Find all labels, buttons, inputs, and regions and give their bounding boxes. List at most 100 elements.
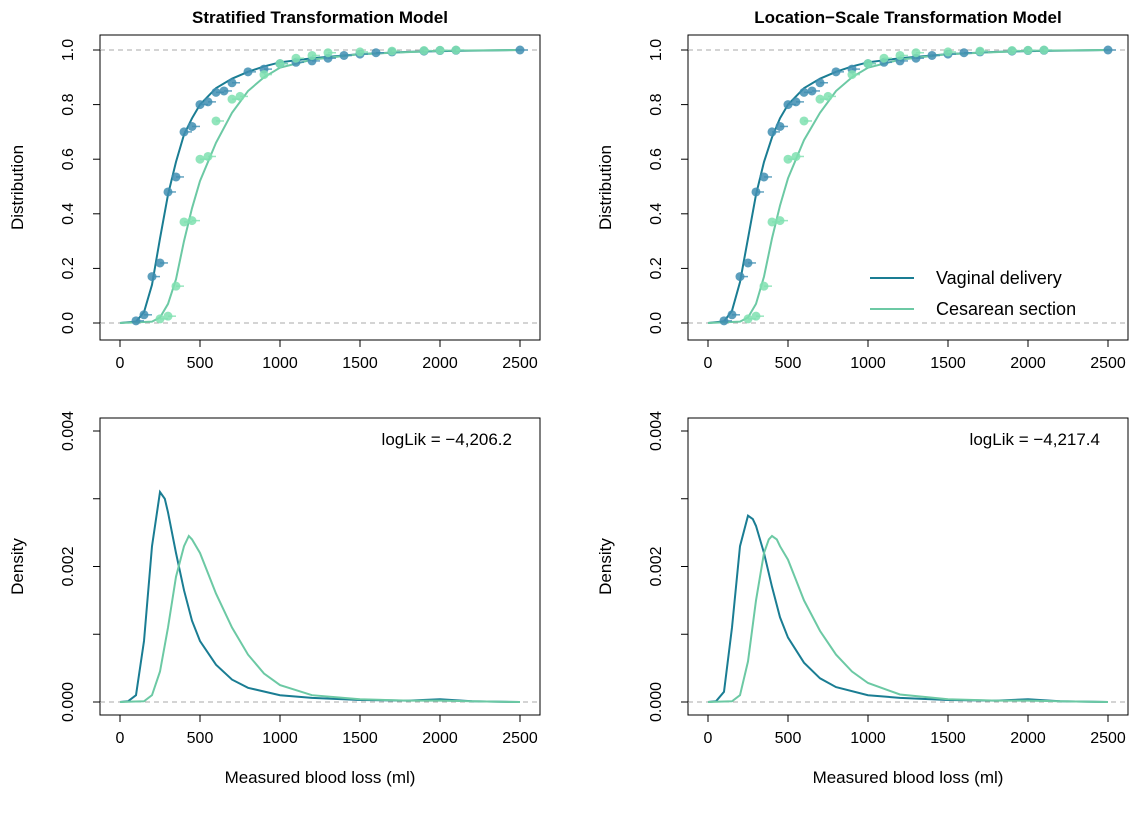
series-line-cesarean (119, 49, 521, 324)
x-tick-label: 2000 (1010, 355, 1046, 372)
data-point-vaginal (131, 316, 141, 326)
data-point-cesarean (387, 46, 397, 56)
data-point-vaginal (791, 97, 801, 107)
data-point-vaginal (155, 258, 165, 268)
data-point-cesarean (227, 94, 237, 104)
x-tick-label: 2500 (502, 355, 538, 372)
x-tick-label: 0 (704, 730, 713, 747)
chart-title: Stratified Transformation Model (192, 8, 448, 27)
data-point-vaginal (727, 310, 737, 320)
data-point-cesarean (975, 46, 985, 56)
data-point-vaginal (203, 97, 213, 107)
y-tick-label: 0.8 (648, 93, 665, 115)
data-point-vaginal (815, 78, 825, 88)
x-tick-label: 2500 (1090, 730, 1126, 747)
y-tick-label: 0.000 (648, 682, 665, 722)
data-point-cesarean (187, 216, 197, 226)
data-point-cesarean (775, 216, 785, 226)
x-tick-label: 2000 (422, 355, 458, 372)
data-point-cesarean (743, 314, 753, 324)
data-point-vaginal (759, 172, 769, 182)
data-point-cesarean (759, 281, 769, 291)
panel-top-right: Location−Scale Transformation Model 0 500 1… (596, 8, 1129, 372)
data-point-vaginal (783, 100, 793, 110)
legend: Vaginal delivery Cesarean section (870, 268, 1076, 319)
data-point-vaginal (831, 67, 841, 77)
legend-label: Cesarean section (936, 299, 1076, 319)
data-point-vaginal (719, 316, 729, 326)
data-point-cesarean (863, 59, 873, 69)
x-tick-label: 1500 (342, 355, 378, 372)
data-point-cesarean (1039, 45, 1049, 55)
x-tick-label: 500 (775, 730, 802, 747)
data-point-cesarean (419, 46, 429, 56)
data-point-cesarean (291, 53, 301, 63)
y-axis-label: Distribution (8, 145, 27, 230)
data-point-vaginal (163, 187, 173, 197)
data-point-cesarean (751, 311, 761, 321)
data-point-cesarean (799, 116, 809, 126)
data-point-vaginal (515, 45, 525, 55)
data-point-cesarean (815, 94, 825, 104)
loglik-annotation: logLik = −4,217.4 (970, 430, 1100, 449)
y-tick-label: 0.002 (648, 546, 665, 586)
data-point-vaginal (927, 50, 937, 60)
data-point-vaginal (743, 258, 753, 268)
data-point-vaginal (171, 172, 181, 182)
x-tick-label: 2500 (502, 730, 538, 747)
data-point-cesarean (1023, 45, 1033, 55)
data-point-cesarean (179, 217, 189, 227)
x-tick-label: 1500 (930, 355, 966, 372)
data-point-cesarean (155, 314, 165, 324)
x-tick-label: 1000 (262, 730, 298, 747)
data-point-vaginal (339, 50, 349, 60)
data-point-vaginal (775, 121, 785, 131)
plot-frame (99, 417, 541, 716)
plot-frame (687, 34, 1129, 341)
data-point-cesarean (323, 48, 333, 58)
x-tick-label: 2000 (1010, 730, 1046, 747)
x-tick-label: 0 (116, 355, 125, 372)
data-point-cesarean (163, 311, 173, 321)
data-point-cesarean (895, 50, 905, 60)
y-tick-label: 0.0 (60, 312, 77, 334)
data-point-vaginal (767, 127, 777, 137)
data-point-cesarean (203, 151, 213, 161)
data-point-vaginal (799, 87, 809, 97)
x-axis-label: Measured blood loss (ml) (813, 768, 1004, 787)
y-tick-label: 0.6 (60, 148, 77, 170)
y-axis-label: Distribution (596, 145, 615, 230)
legend-label: Vaginal delivery (936, 268, 1062, 288)
data-point-vaginal (179, 127, 189, 137)
y-tick-label: 0.4 (648, 203, 665, 225)
x-axis-label: Measured blood loss (ml) (225, 768, 416, 787)
data-point-cesarean (791, 151, 801, 161)
data-point-cesarean (171, 281, 181, 291)
x-tick-label: 0 (116, 730, 125, 747)
y-tick-label: 1.0 (648, 39, 665, 61)
data-point-vaginal (243, 67, 253, 77)
data-point-cesarean (451, 45, 461, 55)
y-tick-label: 0.6 (648, 148, 665, 170)
y-tick-label: 0.2 (60, 257, 77, 279)
y-tick-label: 0.004 (648, 411, 665, 451)
data-point-vaginal (211, 87, 221, 97)
panel-top-left: Stratified Transformation Model 0 500 1000 1… (8, 8, 541, 372)
data-point-cesarean (767, 217, 777, 227)
data-point-vaginal (227, 78, 237, 88)
panel-bottom-left: 0 500 1000 1500 2000 2500 0.000 0.002 0.004 Densi… (8, 411, 541, 787)
data-point-cesarean (879, 53, 889, 63)
panel-bottom-right: 0 500 1000 1500 2000 2500 0.000 0.002 0.004 Densi… (596, 411, 1129, 787)
x-tick-label: 2500 (1090, 355, 1126, 372)
data-point-vaginal (959, 48, 969, 58)
data-point-vaginal (147, 272, 157, 282)
series-line-cesarean (707, 534, 1109, 703)
data-point-cesarean (275, 59, 285, 69)
x-tick-label: 0 (704, 355, 713, 372)
data-point-vaginal (751, 187, 761, 197)
x-tick-label: 500 (187, 355, 214, 372)
data-point-cesarean (355, 47, 365, 57)
y-axis-label: Density (596, 538, 615, 595)
y-tick-label: 0.0 (648, 312, 665, 334)
